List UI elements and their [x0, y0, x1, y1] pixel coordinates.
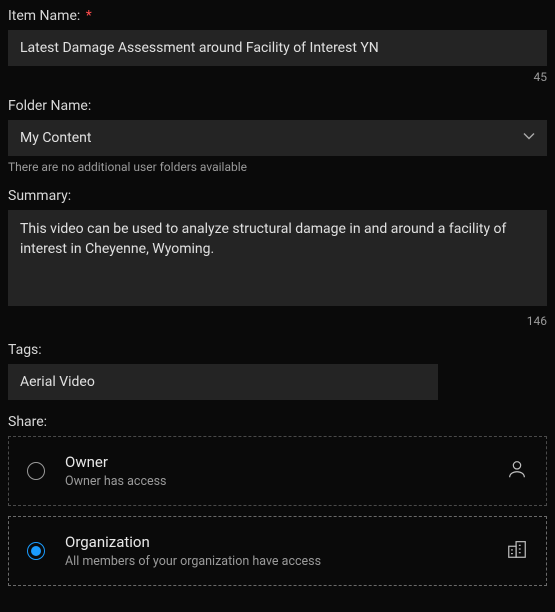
- item-name-remaining: 45: [8, 70, 547, 84]
- share-option-organization[interactable]: Organization All members of your organiz…: [8, 516, 547, 586]
- share-label: Share:: [8, 414, 547, 430]
- summary-remaining: 146: [8, 314, 547, 328]
- folder-name-group: Folder Name: My Content There are no add…: [8, 98, 547, 174]
- radio-owner[interactable]: [27, 462, 45, 480]
- person-icon: [506, 458, 528, 484]
- tags-label: Tags:: [8, 342, 547, 358]
- summary-label: Summary:: [8, 188, 547, 204]
- building-icon: [506, 538, 528, 564]
- summary-group: Summary: 146: [8, 188, 547, 328]
- folder-name-label: Folder Name:: [8, 98, 547, 114]
- share-owner-title: Owner: [65, 453, 506, 471]
- item-name-label-text: Item Name:: [8, 8, 80, 24]
- item-name-group: Item Name: * 45: [8, 8, 547, 84]
- folder-select[interactable]: My Content: [8, 120, 547, 156]
- summary-textarea[interactable]: [8, 210, 547, 306]
- radio-organization[interactable]: [27, 542, 45, 560]
- share-owner-desc: Owner has access: [65, 474, 506, 489]
- tags-group: Tags:: [8, 342, 547, 400]
- folder-select-wrap: My Content: [8, 120, 547, 156]
- required-indicator: *: [86, 8, 92, 24]
- radio-inner-dot: [31, 546, 41, 556]
- share-owner-text: Owner Owner has access: [65, 453, 506, 489]
- share-org-title: Organization: [65, 533, 506, 551]
- share-org-desc: All members of your organization have ac…: [65, 554, 506, 569]
- item-name-label: Item Name: *: [8, 8, 547, 24]
- folder-helper-text: There are no additional user folders ava…: [8, 160, 547, 174]
- share-group: Share: Owner Owner has access Organizati…: [8, 414, 547, 586]
- share-org-text: Organization All members of your organiz…: [65, 533, 506, 569]
- tags-input[interactable]: [8, 364, 438, 400]
- share-option-owner[interactable]: Owner Owner has access: [8, 436, 547, 506]
- item-name-input[interactable]: [8, 30, 547, 66]
